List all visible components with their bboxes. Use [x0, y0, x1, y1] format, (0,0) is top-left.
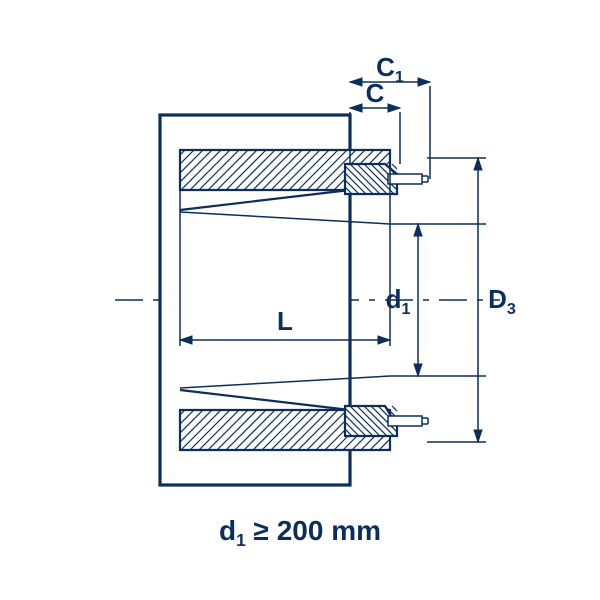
bearing-sleeve-diagram: C1CLd1D3d1 ≥ 200 mm: [0, 0, 600, 600]
label-L: L: [277, 306, 293, 336]
label-D3: D3: [488, 284, 516, 318]
label-d1: d1: [386, 284, 411, 318]
label-C: C: [366, 78, 385, 108]
caption: d1 ≥ 200 mm: [219, 515, 381, 550]
